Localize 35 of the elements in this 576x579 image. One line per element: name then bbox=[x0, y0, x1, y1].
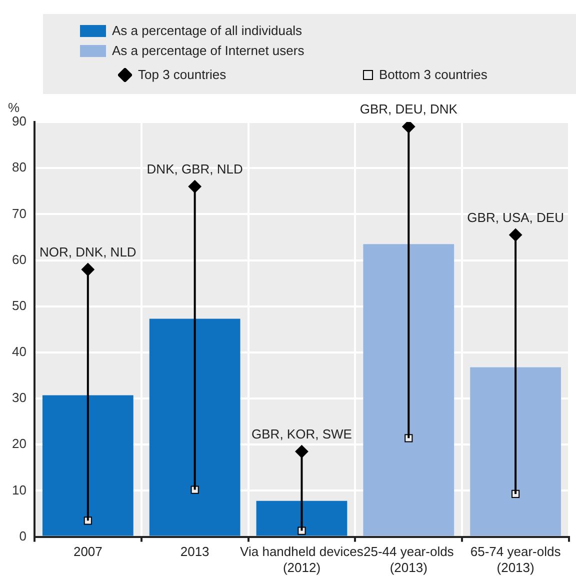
y-tick-label: 70 bbox=[12, 206, 26, 221]
legend-label: As a percentage of Internet users bbox=[112, 43, 304, 58]
y-tick-label: 80 bbox=[12, 160, 26, 175]
y-tick-label: 20 bbox=[12, 436, 26, 452]
legend-label: Top 3 countries bbox=[138, 67, 226, 82]
y-tick-label: 30 bbox=[12, 390, 26, 406]
legend-label: Bottom 3 countries bbox=[379, 67, 488, 82]
annotation: GBR, USA, DEU bbox=[467, 210, 564, 225]
bar bbox=[256, 500, 348, 536]
y-tick-label: 0 bbox=[19, 528, 26, 544]
x-tick-label: 25-44 year-olds (2013) bbox=[363, 544, 454, 575]
point bbox=[509, 228, 522, 242]
x-tick-label: Via handheld devices (2012) bbox=[240, 544, 364, 575]
y-tick-label: 10 bbox=[12, 482, 26, 498]
bar bbox=[363, 244, 454, 536]
bar bbox=[42, 395, 134, 536]
annotation: GBR, DEU, DNK bbox=[360, 102, 458, 117]
x-tick-label: 65-74 year-olds (2013) bbox=[470, 544, 562, 575]
y-axis-title: % bbox=[8, 100, 20, 115]
x-tick-label: 2007 bbox=[73, 544, 102, 560]
x-tick-label: 2013 bbox=[180, 544, 210, 560]
annotation: NOR, DNK, NLD bbox=[40, 244, 136, 260]
y-tick-label: 60 bbox=[12, 252, 26, 267]
annotation: GBR, KOR, SWE bbox=[252, 426, 352, 442]
annotation: DNK, GBR, NLD bbox=[146, 162, 243, 177]
y-tick-label: 50 bbox=[12, 298, 26, 313]
bar bbox=[470, 367, 561, 536]
y-tick-label: 90 bbox=[12, 114, 26, 129]
y-tick-label: 40 bbox=[12, 344, 26, 360]
legend-label: As a percentage of all individuals bbox=[112, 23, 302, 38]
bar bbox=[149, 318, 240, 536]
point bbox=[81, 262, 94, 276]
point bbox=[188, 180, 202, 194]
point bbox=[295, 445, 308, 458]
point bbox=[402, 122, 416, 134]
